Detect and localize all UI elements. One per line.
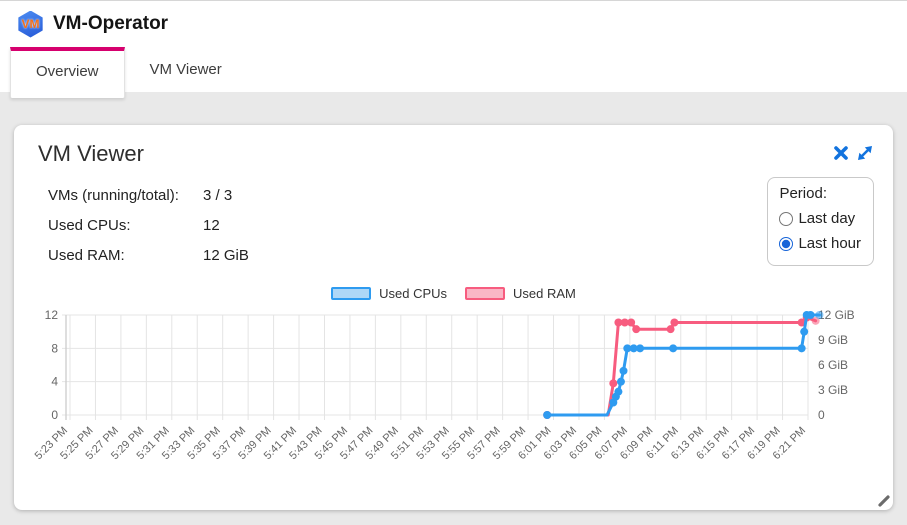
svg-text:12: 12 <box>45 308 59 322</box>
chart-legend: Used CPUs Used RAM <box>38 286 869 301</box>
period-label: Period: <box>779 185 827 202</box>
vm-viewer-card: VM Viewer VMs (running/total): 3 / 3 Use… <box>14 125 893 510</box>
legend-label: Used CPUs <box>379 286 448 301</box>
stat-label: Used RAM: <box>48 247 125 264</box>
stat-row-cpus: Used CPUs: 12 <box>48 217 869 234</box>
legend-item-used-ram[interactable]: Used RAM <box>465 286 576 301</box>
tab-vm-viewer-label: VM Viewer <box>149 61 222 78</box>
tab-overview-label: Overview <box>36 63 99 80</box>
stat-label: Used CPUs: <box>48 217 131 234</box>
radio-last-hour-input[interactable] <box>779 236 794 251</box>
vm-stats: VMs (running/total): 3 / 3 Used CPUs: 12… <box>48 187 869 264</box>
svg-text:0: 0 <box>51 408 58 422</box>
stat-row-vms: VMs (running/total): 3 / 3 <box>48 187 869 204</box>
used-ram-swatch-icon <box>465 287 506 300</box>
svg-text:0: 0 <box>818 408 825 422</box>
svg-text:4: 4 <box>51 375 58 389</box>
usage-chart[interactable]: 5:23 PM5:25 PM5:27 PM5:29 PM5:31 PM5:33 … <box>14 303 894 499</box>
stat-value: 3 / 3 <box>203 187 233 204</box>
legend-item-used-cpus[interactable]: Used CPUs <box>331 286 447 301</box>
svg-text:9 GiB: 9 GiB <box>818 333 848 347</box>
radio-last-day[interactable]: Last day <box>779 206 861 231</box>
period-selector: Period: Last day Last hour <box>767 177 874 266</box>
radio-last-hour[interactable]: Last hour <box>779 231 861 256</box>
page-title: VM Viewer <box>38 141 144 166</box>
stat-label: VMs (running/total): <box>48 187 179 204</box>
logo-text: VM <box>21 17 40 31</box>
tab-bar: Overview VM Viewer <box>0 47 907 98</box>
svg-text:6 GiB: 6 GiB <box>818 358 848 372</box>
legend-label: Used RAM <box>513 286 576 301</box>
resize-handle-icon[interactable] <box>876 493 892 509</box>
vm-operator-logo-icon: VM <box>18 10 43 38</box>
tab-vm-viewer[interactable]: VM Viewer <box>125 47 247 92</box>
radio-last-hour-label: Last hour <box>798 235 861 252</box>
app-header: VM VM-Operator <box>0 0 907 47</box>
app-title: VM-Operator <box>53 13 169 34</box>
stat-row-ram: Used RAM: 12 GiB <box>48 247 869 264</box>
radio-last-day-label: Last day <box>798 210 856 227</box>
expand-icon[interactable] <box>856 144 874 162</box>
tab-overview[interactable]: Overview <box>10 47 125 98</box>
svg-text:12 GiB: 12 GiB <box>818 308 855 322</box>
main-content: VM Viewer VMs (running/total): 3 / 3 Use… <box>0 92 907 525</box>
radio-last-day-input[interactable] <box>779 211 794 226</box>
stat-value: 12 <box>203 217 220 234</box>
close-icon[interactable] <box>833 145 849 161</box>
stat-value: 12 GiB <box>203 247 249 264</box>
svg-text:3 GiB: 3 GiB <box>818 383 848 397</box>
svg-text:8: 8 <box>51 341 58 355</box>
used-cpus-swatch-icon <box>331 287 372 300</box>
